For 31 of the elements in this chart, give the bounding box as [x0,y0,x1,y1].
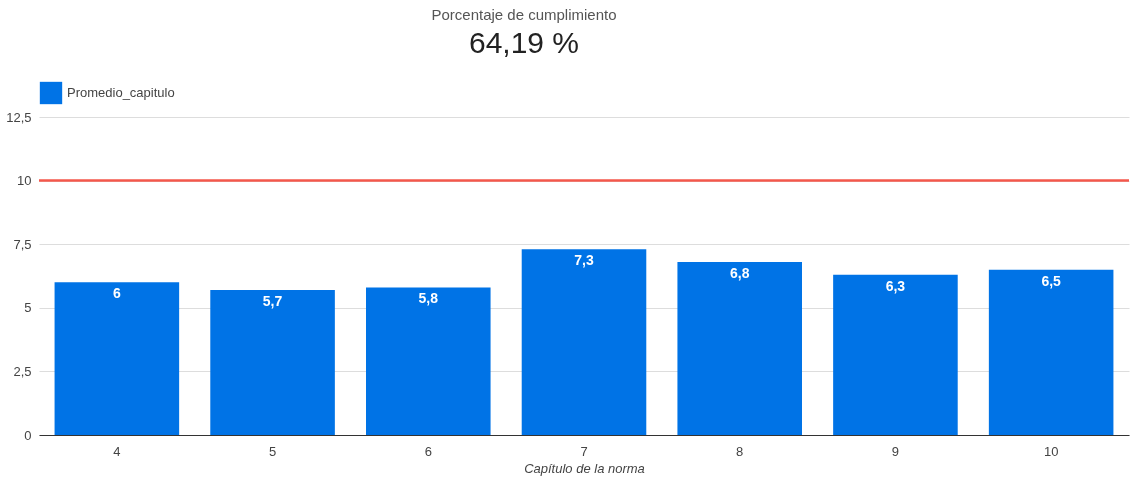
x-tick-label: 5 [268,443,277,459]
x-tick-label: 10 [1043,443,1059,459]
data-label: 6 [112,285,121,302]
y-tick-label: 2,5 [13,363,32,379]
data-label: 7,3 [574,252,594,269]
y-tick-label: 12,5 [6,109,32,125]
data-label: 5,8 [418,290,439,307]
x-tick-label: 9 [891,443,900,459]
bar [366,287,491,435]
bar [833,274,958,435]
data-label: 5,7 [262,292,283,309]
bar [988,269,1114,435]
data-label: 6,5 [1041,272,1062,289]
y-tick-label: 0 [24,427,32,443]
chart-title: Porcentaje de cumplimiento [431,6,617,23]
data-label: 6,3 [885,277,906,294]
x-tick-label: 7 [580,443,588,459]
bar [521,249,647,435]
bar [677,262,802,435]
y-tick-label: 7,5 [13,236,32,252]
data-label: 6,8 [729,265,750,282]
chart-subtitle: 64,19 % [468,26,580,59]
x-axis-title: Capítulo de la norma [524,460,645,476]
x-tick-label: 6 [424,443,432,459]
bar [54,282,180,435]
bar [210,289,335,435]
y-tick-label: 10 [17,173,32,189]
legend-label: Promedio_capitulo [67,85,175,100]
y-tick-label: 5 [24,300,32,316]
x-tick-label: 8 [736,443,744,459]
x-tick-label: 4 [113,443,121,459]
